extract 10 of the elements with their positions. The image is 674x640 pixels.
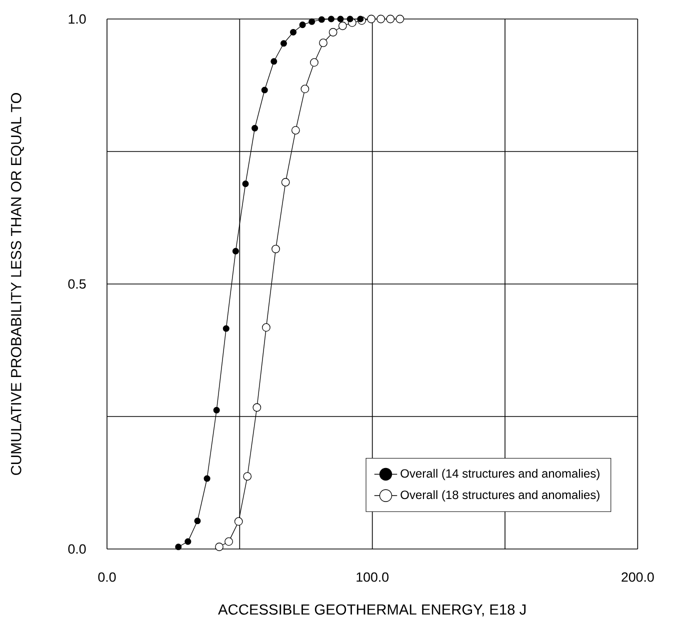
legend-label: Overall (18 structures and anomalies) — [400, 490, 600, 502]
x-tick-label: 200.0 — [622, 572, 654, 582]
y-tick-label: 1.0 — [68, 14, 86, 24]
legend-label: Overall (14 structures and anomalies) — [400, 468, 600, 480]
y-axis-title: CUMULATIVE PROBABILITY LESS THAN OR EQUAL TO — [10, 93, 24, 475]
x-tick-label: 100.0 — [356, 572, 388, 582]
y-tick-label: 0.0 — [68, 544, 86, 554]
x-tick-label: 0.0 — [98, 572, 116, 582]
x-axis-title: ACCESSIBLE GEOTHERMAL ENERGY, E18 J — [218, 604, 526, 616]
y-tick-label: 0.5 — [68, 279, 86, 289]
